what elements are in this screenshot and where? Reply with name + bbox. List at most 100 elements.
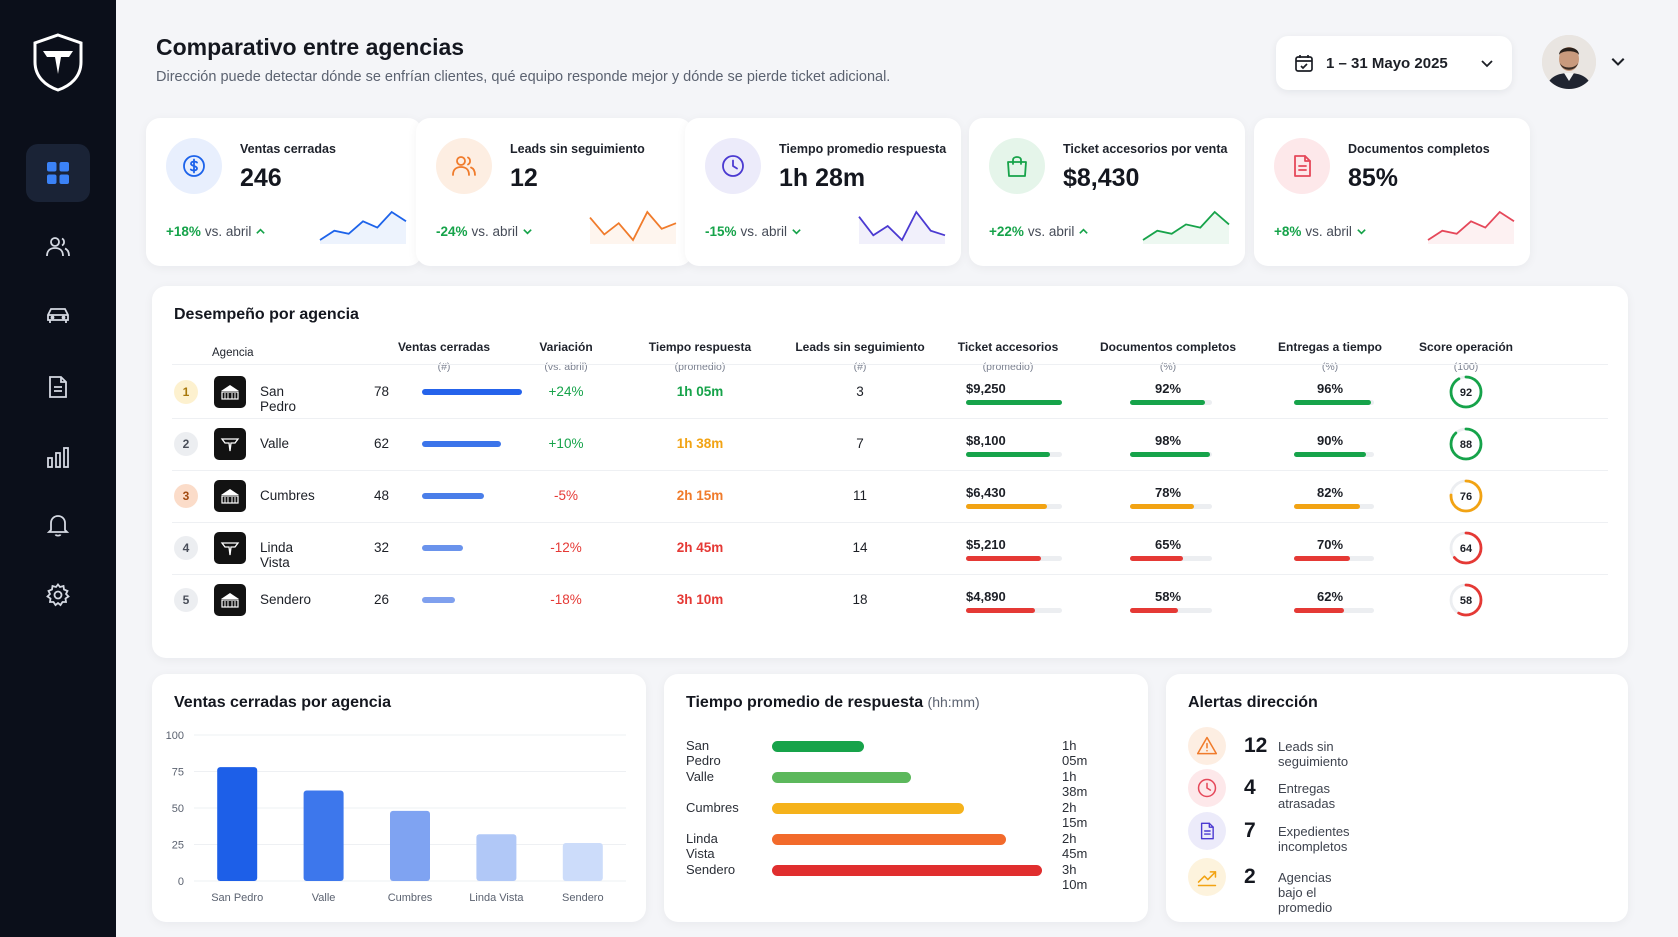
deliveries-track [1294,400,1374,405]
variation-value: -12% [550,540,582,555]
agency-name[interactable]: Sendero [260,592,312,607]
deliveries-value: 82% [1316,485,1344,500]
sparkline-line [1427,210,1515,241]
account-menu-chevron-icon[interactable] [1610,53,1626,69]
column-header[interactable]: Ventas cerradas (#) [397,340,491,373]
nav-dashboard[interactable] [26,144,90,202]
ticket-value: $4,890 [966,589,1006,604]
sales-bar [422,441,501,447]
kpi-card[interactable]: Tiempo promedio respuesta 1h 28m -15% vs. a… [685,118,961,266]
deliveries-value: 70% [1316,537,1344,552]
column-header[interactable]: Ticket accesorios (promedio) [957,340,1059,373]
column-header[interactable]: Entregas a tiempo (%) [1277,340,1383,373]
documents-value: 78% [1154,485,1182,500]
leads-value: 3 [856,384,864,399]
kpi-change: +8% vs. abril [1274,224,1367,239]
response-bar [772,803,964,814]
alert-count: 2 [1244,865,1256,888]
sales-bar [422,493,484,499]
kpi-label: Ticket accesorios por venta [1063,142,1228,156]
sparkline-line [1142,210,1230,241]
documents-value: 58% [1154,589,1182,604]
response-chart-title: Tiempo promedio de respuesta (hh:mm) [686,694,980,711]
sales-bar [422,545,463,551]
agency-name[interactable]: Valle [260,436,290,451]
response-time-value: 1h 38m [676,436,724,451]
kpi-card[interactable]: Ventas cerradas 246 +18% vs. abril [146,118,422,266]
sparkline-line [858,210,946,242]
clock-icon [1188,769,1226,807]
sidebar [0,0,116,937]
agency-name[interactable]: Linda Vista [260,540,294,570]
sparkline-area [1428,212,1514,244]
column-header[interactable]: Tiempo respuesta (promedio) [648,340,752,373]
kpi-change: -24% vs. abril [436,224,533,239]
bar [390,810,430,881]
response-time-value: 2h 15m [676,488,724,503]
date-range-picker[interactable]: 1 – 31 Mayo 2025 [1276,36,1512,90]
users-icon [46,237,70,257]
kpi-sparkline [589,210,677,244]
score-value: 64 [1460,543,1473,555]
deliveries-value: 90% [1316,433,1344,448]
column-header[interactable]: Leads sin seguimiento (#) [795,340,925,373]
nav-reports[interactable] [26,428,90,486]
nav-users[interactable] [26,218,90,276]
row-divider [172,470,1608,471]
document-icon [49,376,67,398]
response-agency-label: Linda Vista [686,831,718,861]
kpi-card[interactable]: Ticket accesorios por venta $8,430 +22% vs.… [969,118,1245,266]
x-tick-label: San Pedro [211,892,263,904]
rank-badge: 1 [174,380,198,404]
rank-badge: 3 [174,484,198,508]
kpi-value: 1h 28m [779,164,866,192]
avatar[interactable] [1542,35,1596,89]
agency-name[interactable]: Cumbres [260,488,315,503]
kpi-value: $8,430 [1063,164,1140,192]
users-icon [436,138,492,194]
x-tick-label: Linda Vista [469,892,524,904]
variation-value: +24% [548,384,584,399]
sparkline-area [590,212,676,244]
column-header[interactable]: Variación (vs. abril) [539,340,593,373]
nav-vehicles[interactable] [26,287,90,345]
column-header[interactable]: Agencia [212,347,254,359]
response-time-value: 1h 05m [676,384,724,399]
kpi-sparkline [1142,210,1230,244]
car-icon [47,308,69,323]
column-header[interactable]: Score operación (100) [1418,340,1514,373]
dashboard-icon [47,162,69,184]
bar [303,790,344,881]
alerts-title: Alertas dirección [1188,694,1318,711]
nav-settings[interactable] [26,566,90,624]
response-time-value: 3h 10m [676,592,724,607]
column-header[interactable]: Documentos completos (%) [1099,340,1237,373]
sales-bar-chart: 100 75 50 25 0 San Pedro Valle Cumbres Linda Vis… [166,730,626,904]
nav-notifications[interactable] [26,496,90,554]
deliveries-track [1294,556,1374,561]
chevron-up-icon [256,228,266,234]
alert-count: 7 [1244,819,1256,842]
sales-count: 26 [374,592,390,607]
agency-name[interactable]: San Pedro [260,384,297,414]
kpi-card[interactable]: Leads sin seguimiento 12 -24% vs. abril [416,118,692,266]
score-value: 76 [1460,491,1472,503]
sales-count: 62 [374,436,390,451]
brand-logo-icon[interactable] [31,32,85,92]
deliveries-value: 62% [1316,589,1344,604]
nav-documents[interactable] [26,358,90,416]
ticket-value: $9,250 [966,381,1006,396]
dollar-icon [166,138,222,194]
sparkline-area [1143,212,1229,244]
response-agency-label: Cumbres [686,800,739,815]
x-tick-label: Valle [312,892,336,904]
kpi-change: -15% vs. abril [705,224,802,239]
agency-logo-icon [214,584,246,616]
agency-logo-icon [214,428,246,460]
response-time-label: 1h 05m [1062,738,1088,768]
kpi-change-pct: +22% [989,224,1024,239]
kpi-card[interactable]: Documentos completos 85% +8% vs. abril [1254,118,1530,266]
sales-chart-title: Ventas cerradas por agencia [174,694,391,711]
variation-value: +10% [548,436,584,451]
kpi-value: 85% [1348,164,1399,192]
